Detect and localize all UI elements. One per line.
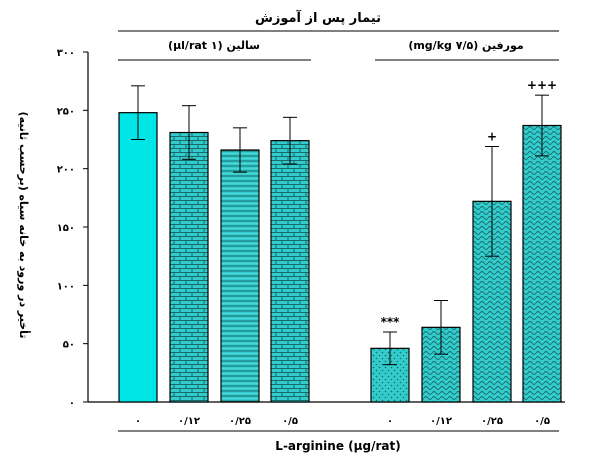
significance-7: +++ [527,78,557,92]
x-tick-label-7: ۰/۵ [534,416,550,427]
bar-2 [220,149,260,403]
group-label-morphine: مورفین (۷/۵ mg/kg) [408,39,523,52]
x-tick-label-3: ۰/۵ [282,416,298,427]
significance-4: *** [381,315,401,329]
y-tick-label: ۱۵۰ [57,223,75,234]
x-tick-label-1: ۰/۱۲ [178,416,200,427]
x-tick-label-4: ۰ [387,416,393,427]
x-tick-label-2: ۰/۲۵ [229,416,251,427]
y-tick-label: ۱۰۰ [57,281,75,292]
y-tick-label: ۵۰ [63,340,75,351]
bars: ***++++ [118,78,562,403]
x-tick-label-0: ۰ [135,416,141,427]
x-axis-label: L-arginine (μg/rat) [275,439,400,453]
x-tick-label-5: ۰/۱۲ [430,416,452,427]
bar-0 [118,112,158,403]
group-label-saline: سالین (۱ μl/rat) [168,39,260,52]
y-ticks: ۰ ۵۰ ۱۰۰ ۱۵۰ ۲۰۰ ۲۵۰ ۳۰۰ [57,48,88,409]
bar-7 [522,124,562,403]
bar-1 [169,131,209,403]
y-tick-label: ۲۵۰ [57,106,75,117]
significance-6: + [487,130,497,144]
y-tick-label: ۰ [69,398,75,409]
y-tick-label: ۲۰۰ [57,165,75,176]
x-ticks: ۰ ۰/۱۲ ۰/۲۵ ۰/۵ ۰ ۰/۱۲ ۰/۲۵ ۰/۵ [135,416,550,427]
y-tick-label: ۳۰۰ [57,48,75,59]
bar-3 [270,140,310,403]
chart-title: تیمار پس از آموزش [255,9,381,26]
x-tick-label-6: ۰/۲۵ [481,416,503,427]
y-axis-label: تأخیر در ورود به خانه سیاه (برحسب ثانیه) [17,112,31,339]
